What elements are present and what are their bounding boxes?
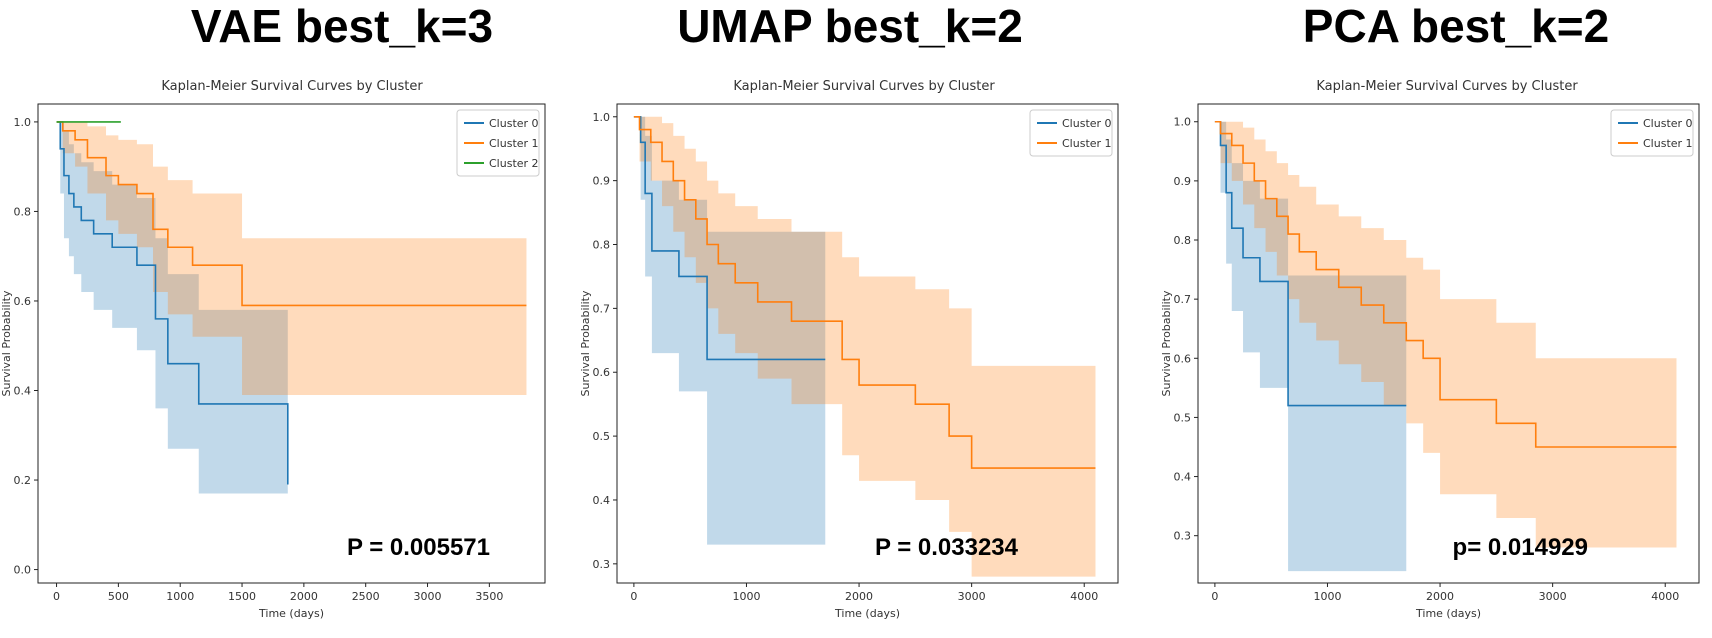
y-tick-label: 0.8 — [593, 239, 611, 252]
y-tick-label: 0.4 — [1174, 471, 1192, 484]
legend-label-cluster-1: Cluster 1 — [1643, 137, 1693, 150]
legend: Cluster 0 Cluster 1 — [1029, 109, 1113, 157]
legend-label-cluster-0: Cluster 0 — [489, 117, 539, 130]
x-axis-label: Time (days) — [834, 607, 900, 620]
x-tick-label: 3000 — [958, 590, 986, 603]
km-curve-cluster-0 — [633, 115, 826, 361]
y-tick-label: 0.9 — [1174, 175, 1192, 188]
km-curve-cluster-0 — [56, 121, 289, 485]
y-tick-label: 0.7 — [1174, 293, 1192, 306]
legend-box — [1029, 109, 1113, 157]
p-value-label: p= 0.014929 — [1453, 534, 1588, 561]
y-tick-label: 1.0 — [1174, 116, 1192, 129]
axes-frame — [37, 103, 546, 584]
plot-title: Kaplan-Meier Survival Curves by Cluster — [1316, 79, 1578, 94]
legend-box — [1610, 109, 1694, 157]
km-curve-cluster-1 — [56, 121, 527, 307]
x-tick-label: 0 — [1211, 590, 1218, 603]
x-tick-label: 2000 — [845, 590, 873, 603]
panel-heading: VAE best_k=3 — [191, 0, 493, 52]
ci-band-cluster-1 — [633, 116, 1096, 577]
y-tick-label: 0.3 — [593, 558, 611, 571]
y-tick-label: 0.6 — [593, 366, 611, 379]
y-tick-label: 0.9 — [593, 175, 611, 188]
x-tick-label: 4000 — [1651, 590, 1679, 603]
x-tick-label: 2000 — [1426, 590, 1454, 603]
km-curve-cluster-1 — [633, 115, 1096, 469]
x-tick-label: 0 — [53, 590, 60, 603]
km-plot-panel-2: UMAP best_k=2 Kaplan-Meier Survival Curve… — [579, 0, 1119, 620]
km-curve-cluster-0 — [1214, 120, 1407, 407]
panel-heading: PCA best_k=2 — [1303, 0, 1609, 52]
ci-band-cluster-1 — [56, 121, 527, 395]
x-tick-label: 3500 — [475, 590, 503, 603]
y-axis-label: Survival Probability — [0, 290, 13, 396]
x-tick-label: 1000 — [166, 590, 194, 603]
y-tick-label: 0.3 — [1174, 530, 1192, 543]
ci-band-cluster-0 — [1214, 121, 1407, 572]
plot-title: Kaplan-Meier Survival Curves by Cluster — [733, 79, 995, 94]
y-tick-label: 0.4 — [593, 494, 611, 507]
x-tick-label: 1000 — [1313, 590, 1341, 603]
y-tick-label: 0.0 — [14, 564, 32, 577]
x-tick-label: 3000 — [414, 590, 442, 603]
x-tick-label: 2500 — [352, 590, 380, 603]
legend-label-cluster-0: Cluster 0 — [1062, 117, 1112, 130]
y-axis-label: Survival Probability — [579, 290, 592, 396]
y-tick-label: 0.6 — [14, 295, 32, 308]
legend-label-cluster-2: Cluster 2 — [489, 157, 539, 170]
axes-frame — [1197, 103, 1700, 584]
legend-label-cluster-1: Cluster 1 — [1062, 137, 1112, 150]
x-tick-label: 4000 — [1070, 590, 1098, 603]
legend-label-cluster-0: Cluster 0 — [1643, 117, 1693, 130]
ci-band-cluster-1 — [1214, 121, 1677, 548]
x-tick-label: 2000 — [290, 590, 318, 603]
x-tick-label: 3000 — [1539, 590, 1567, 603]
km-curve-cluster-1 — [1214, 120, 1677, 448]
y-axis-label: Survival Probability — [1160, 290, 1173, 396]
ci-band-cluster-0 — [633, 116, 826, 545]
x-tick-label: 1000 — [732, 590, 760, 603]
x-tick-label: 500 — [108, 590, 129, 603]
legend-label-cluster-1: Cluster 1 — [489, 137, 539, 150]
y-tick-label: 0.4 — [14, 385, 32, 398]
y-tick-label: 0.8 — [1174, 234, 1192, 247]
y-tick-label: 0.5 — [593, 430, 611, 443]
x-axis-label: Time (days) — [258, 607, 324, 620]
x-axis-label: Time (days) — [1415, 607, 1481, 620]
y-tick-label: 1.0 — [593, 111, 611, 124]
y-tick-label: 0.5 — [1174, 411, 1192, 424]
panel-heading: UMAP best_k=2 — [677, 0, 1023, 52]
legend-box — [456, 109, 540, 177]
y-tick-label: 0.8 — [14, 205, 32, 218]
y-tick-label: 0.6 — [1174, 352, 1192, 365]
y-tick-label: 0.7 — [593, 302, 611, 315]
legend: Cluster 0 Cluster 1 — [1610, 109, 1694, 157]
ci-band-cluster-0 — [56, 121, 288, 561]
p-value-label: P = 0.033234 — [875, 534, 1019, 561]
x-tick-label: 1500 — [228, 590, 256, 603]
axes-frame — [616, 103, 1119, 584]
km-plot-panel-3: PCA best_k=2 Kaplan-Meier Survival Curves… — [1160, 0, 1700, 620]
plot-title: Kaplan-Meier Survival Curves by Cluster — [161, 79, 423, 94]
legend: Cluster 0 Cluster 1 Cluster 2 — [456, 109, 540, 177]
p-value-label: P = 0.005571 — [347, 534, 490, 561]
y-tick-label: 0.2 — [14, 474, 32, 487]
km-plot-panel-1: VAE best_k=3 Kaplan-Meier Survival Curves… — [0, 0, 546, 620]
y-tick-label: 1.0 — [14, 116, 32, 129]
x-tick-label: 0 — [630, 590, 637, 603]
